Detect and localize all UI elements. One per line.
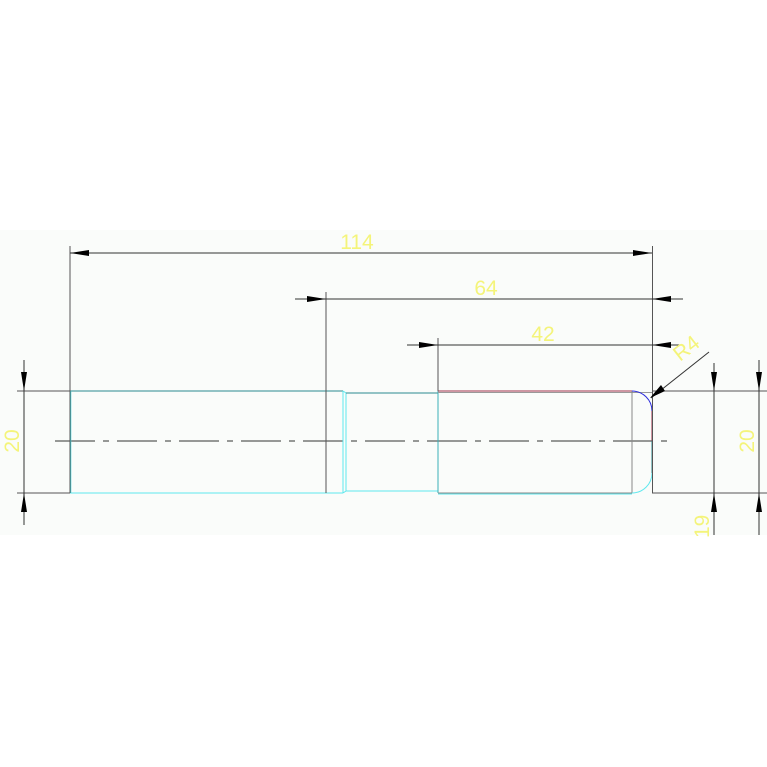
extension-lines	[17, 246, 767, 494]
dim-text-42: 42	[531, 323, 554, 346]
fillet-bottom	[631, 472, 653, 494]
dimension-64: 64	[295, 277, 683, 302]
shaft-outline	[69, 390, 653, 495]
dim-text-114: 114	[340, 231, 374, 254]
dim-text-19: 19	[691, 515, 714, 538]
dimension-42: 42	[407, 323, 683, 348]
dimension-114: 114	[70, 231, 652, 256]
dim-text-right-20: 20	[736, 429, 759, 452]
dim-text-left-20: 20	[1, 429, 24, 452]
dim-text-64: 64	[474, 277, 498, 300]
drawing-area	[0, 230, 767, 535]
dimension-right-20: 20	[736, 360, 762, 535]
chamfer	[342, 390, 347, 494]
dimension-19: 19	[691, 363, 717, 538]
dimension-left-20: 20	[1, 360, 27, 525]
fillet-top	[631, 390, 653, 412]
